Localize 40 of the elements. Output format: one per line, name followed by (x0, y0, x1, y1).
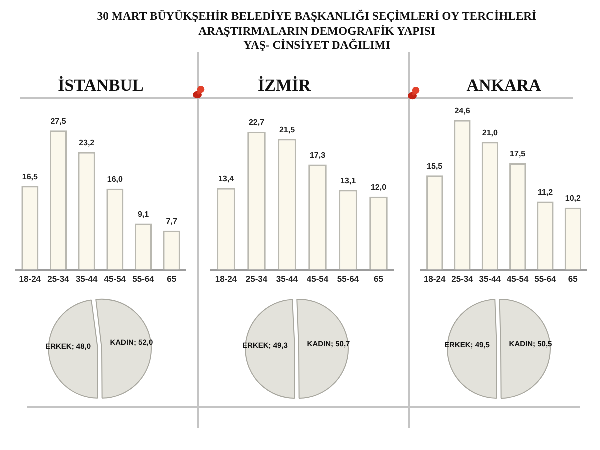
x-tick-label: 25-34 (246, 274, 268, 284)
data-label: 17,3 (310, 150, 326, 160)
x-tick-label: 55-64 (534, 274, 557, 284)
x-tick-label: 45-54 (104, 274, 126, 284)
x-tick-label: 65 (568, 274, 578, 284)
data-label: 13,1 (340, 176, 357, 186)
x-tick-label: 35-44 (479, 274, 502, 284)
data-label: 15,5 (427, 162, 444, 171)
x-tick-label: 65 (374, 274, 384, 284)
data-label: 12,0 (370, 183, 388, 192)
data-label: 11,2 (538, 188, 554, 197)
data-label: 21,5 (279, 125, 296, 134)
data-label: 10,2 (565, 194, 582, 204)
x-tick-label: 18-24 (19, 274, 42, 284)
data-label: 13,4 (218, 174, 235, 184)
data-label: 16,5 (22, 172, 38, 182)
x-tick-label: 35-44 (76, 274, 98, 284)
data-label: 7,7 (166, 217, 178, 226)
data-label: 9,1 (138, 210, 150, 219)
x-tick-label: 65 (167, 274, 177, 284)
x-tick-label: 25-34 (452, 274, 474, 284)
data-label: 16,0 (107, 175, 124, 184)
data-label: 22,7 (248, 118, 266, 128)
data-label: 21,0 (482, 128, 498, 138)
data-label: 17,5 (510, 150, 526, 159)
data-label: 27,5 (50, 116, 67, 126)
chart-title: İSTANBUL (57, 76, 145, 96)
data-label: 24,6 (454, 106, 471, 116)
x-tick-label: 45-54 (506, 274, 529, 284)
x-tick-label: 18-24 (424, 274, 446, 284)
chart-title: İZMİR (257, 76, 312, 96)
x-tick-label: 35-44 (276, 274, 298, 284)
x-tick-label: 45-54 (306, 274, 329, 284)
data-label: 23,2 (79, 138, 96, 148)
x-tick-label: 55-64 (132, 274, 155, 284)
x-tick-label: 18-24 (215, 274, 238, 284)
text: 30 MART BÜYÜKŞEHİR BELEDİYE BAŞKANLIĞI SEÇİMLERİ OY TERCİHLERİ ARAŞTIRMALARIN DEMOGRAFİK YAPISI YAŞ- CİNSİYET DAĞILIMI (96, 10, 538, 54)
x-tick-label: 25-34 (48, 274, 70, 284)
x-tick-label: 55-64 (337, 274, 360, 284)
chart-title: ANKARA (466, 76, 542, 96)
